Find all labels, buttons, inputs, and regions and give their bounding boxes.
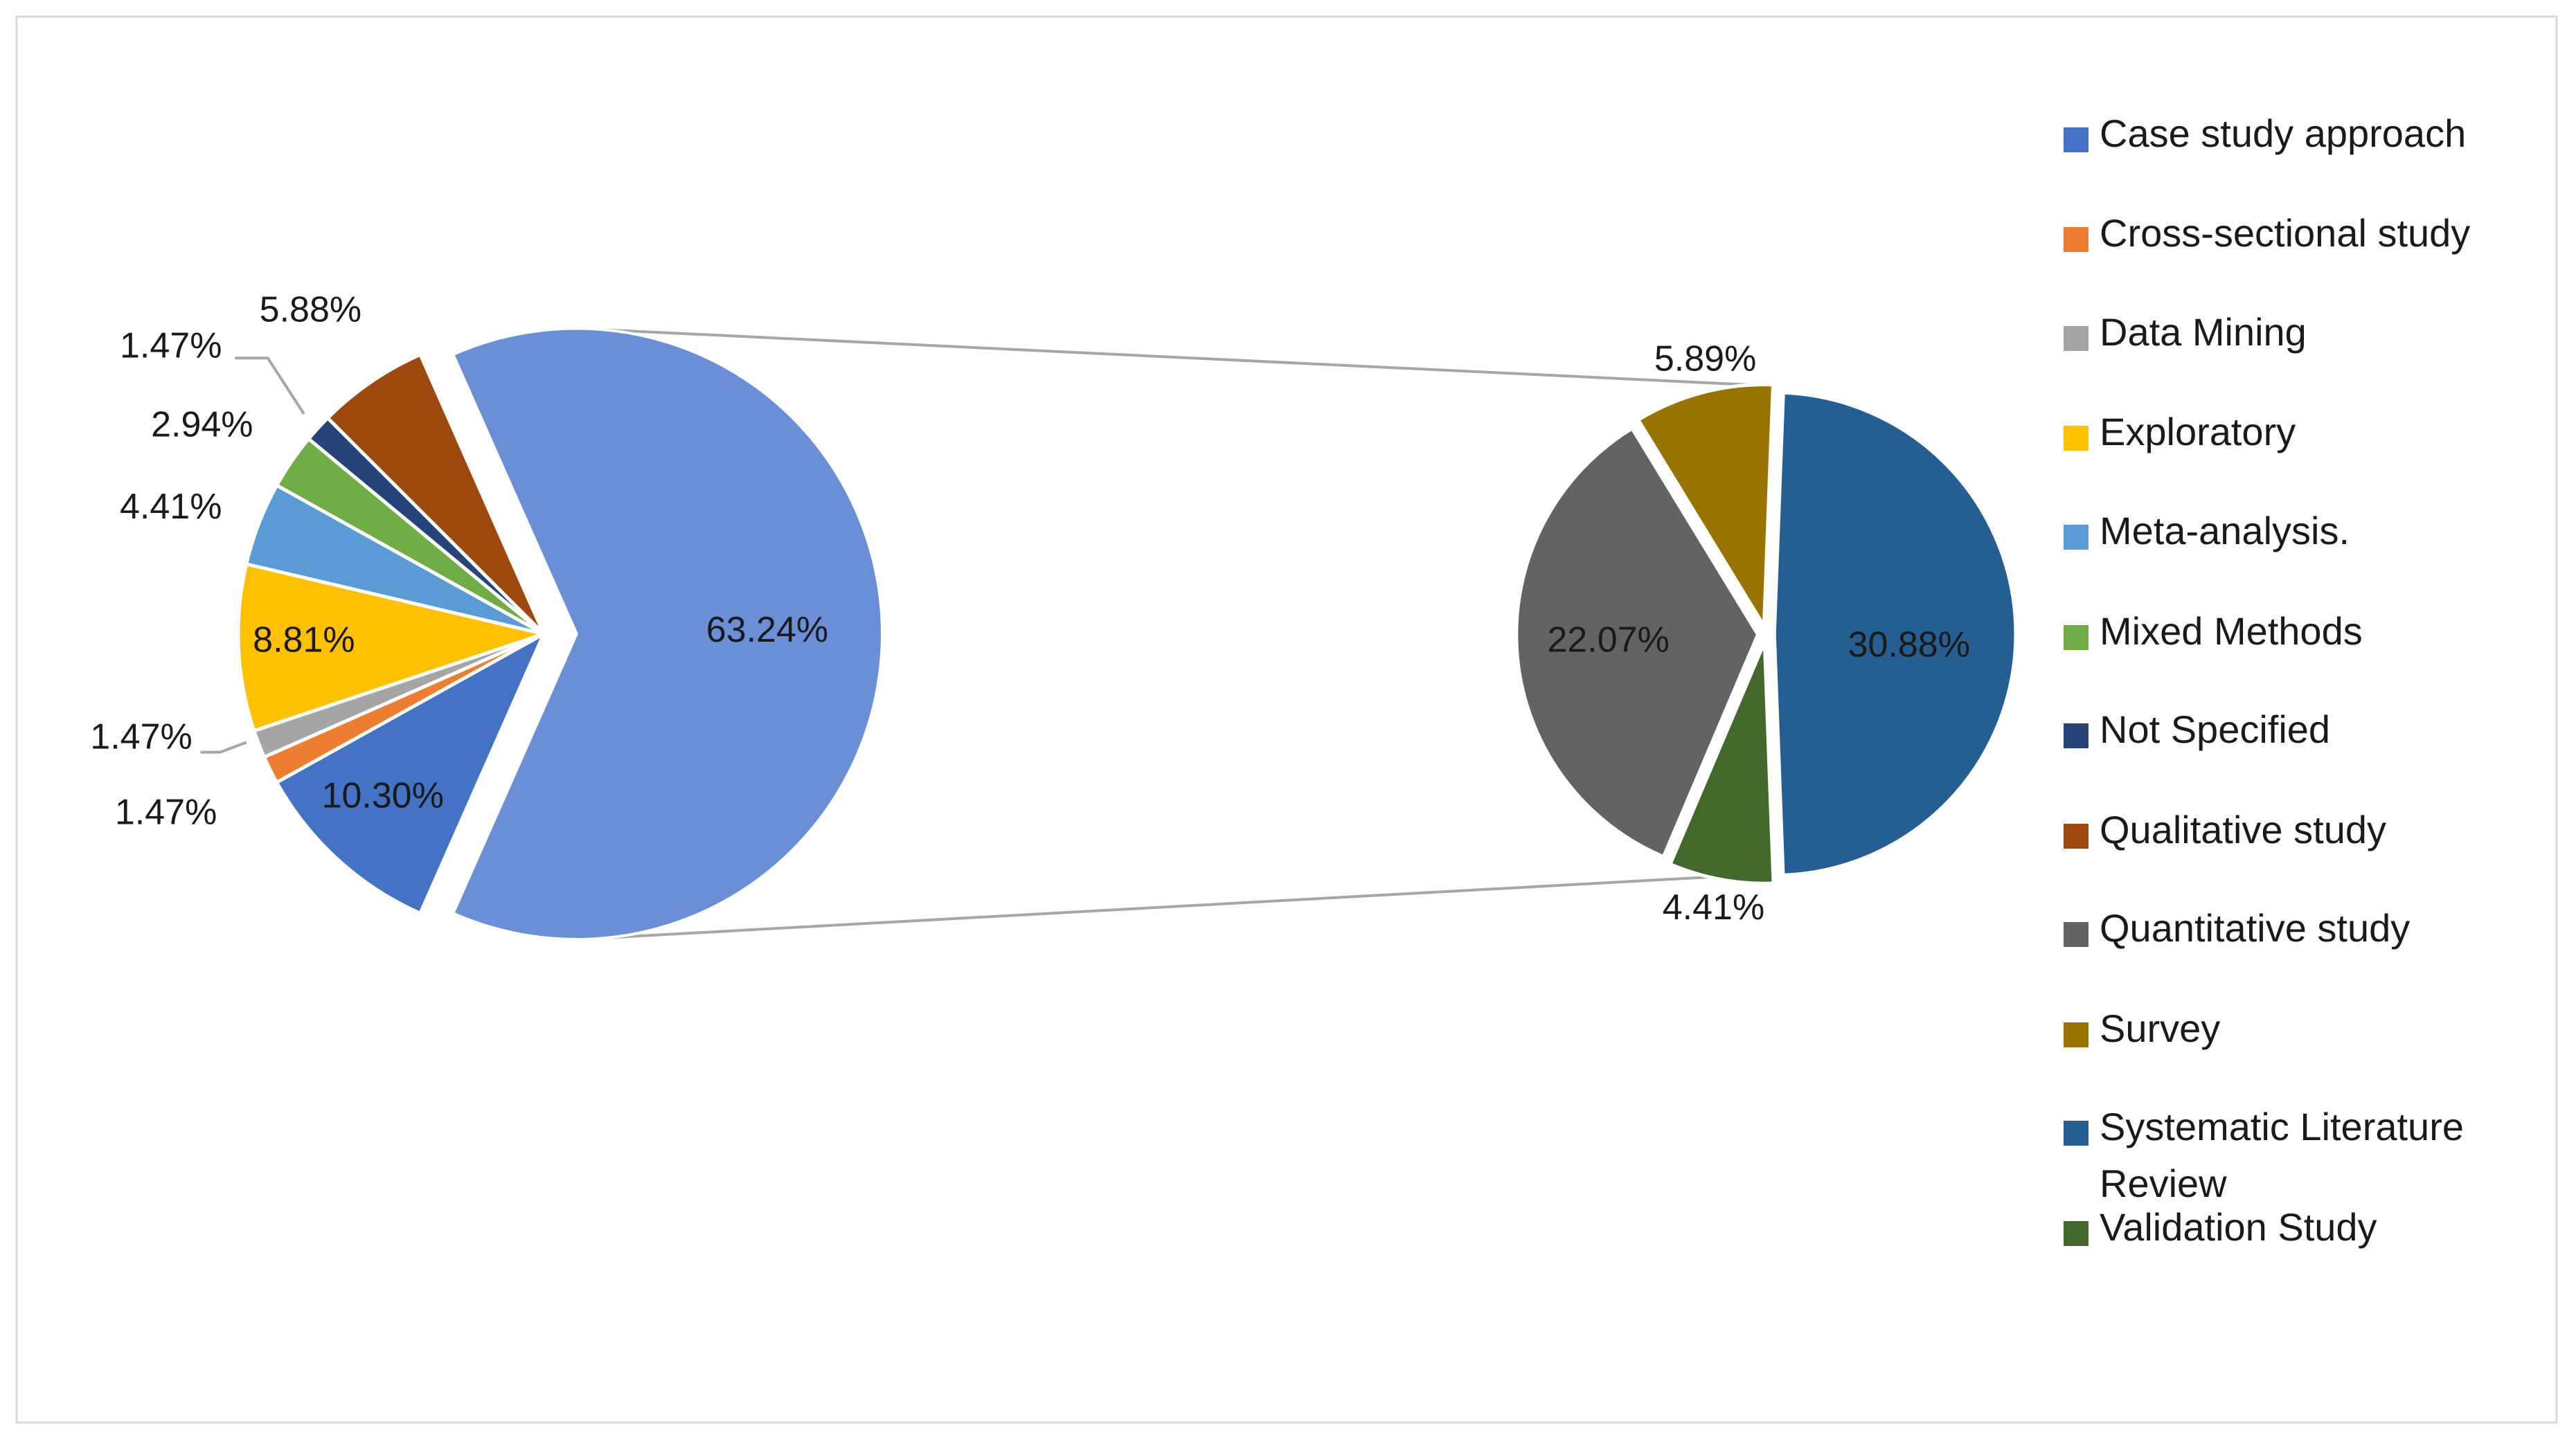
legend-swatch <box>2064 1220 2088 1246</box>
legend-item: Qualitative study <box>2064 808 2548 858</box>
pie-slice <box>274 629 548 916</box>
legend-item: Cross-sectional study <box>2064 211 2548 262</box>
legend-swatch <box>2064 921 2088 947</box>
pie-slice <box>1514 426 1760 859</box>
legend-label: Cross-sectional study <box>2100 211 2471 255</box>
legend-swatch <box>2064 1022 2088 1047</box>
connector-line <box>576 872 1771 941</box>
pie-slice <box>236 561 551 733</box>
legend-item: Data Mining <box>2064 310 2548 361</box>
legend-label: Exploratory <box>2100 410 2296 454</box>
data-label: 8.81% <box>253 620 355 660</box>
data-label: 22.07% <box>1547 620 1669 660</box>
leader-line <box>235 357 305 415</box>
legend-swatch <box>2064 325 2088 351</box>
pie-slice <box>1772 390 2018 877</box>
legend-label: Not Specified <box>2100 707 2331 751</box>
legend-label: Data Mining <box>2100 309 2307 354</box>
legend-swatch <box>2064 227 2088 253</box>
legend-swatch <box>2064 426 2088 451</box>
data-label: 2.94% <box>151 405 253 445</box>
legend-swatch <box>2064 624 2088 650</box>
legend-item: Systematic Literature Review <box>2064 1105 2548 1212</box>
data-label: 10.30% <box>322 776 444 816</box>
legend-item: Meta-analysis. <box>2064 509 2548 559</box>
legend-label: Qualitative study <box>2100 807 2386 851</box>
legend-label: Survey <box>2100 1006 2221 1050</box>
legend-swatch <box>2064 127 2088 152</box>
legend-label: Case study approach <box>2100 111 2467 155</box>
data-label: 1.47% <box>90 716 192 757</box>
data-label: 63.24% <box>706 610 828 650</box>
legend-swatch <box>2064 823 2088 849</box>
data-label: 4.41% <box>120 487 222 527</box>
legend-label: Quantitative study <box>2100 905 2410 950</box>
legend-swatch <box>2064 723 2088 748</box>
data-label: 4.41% <box>1663 887 1764 928</box>
legend-item: Case study approach <box>2064 111 2548 162</box>
legend-item: Mixed Methods <box>2064 609 2548 660</box>
legend-item: Not Specified <box>2064 707 2548 758</box>
data-label: 5.89% <box>1654 339 1756 379</box>
legend-swatch <box>2064 524 2088 550</box>
legend-item: Survey <box>2064 1007 2548 1057</box>
pie-slice <box>1667 641 1776 885</box>
legend-label: Meta-analysis. <box>2100 508 2350 552</box>
legend-label: Systematic Literature Review <box>2100 1104 2464 1205</box>
data-label: 1.47% <box>115 792 217 832</box>
pie-slice <box>325 352 546 635</box>
legend-item: Quantitative study <box>2064 906 2548 957</box>
legend-label: Validation Study <box>2100 1204 2377 1249</box>
pie-slice <box>451 327 884 941</box>
connector-line <box>576 327 1773 388</box>
legend-swatch <box>2064 1120 2088 1146</box>
leader-line <box>200 741 247 754</box>
data-label: 1.47% <box>120 326 222 366</box>
data-label: 5.88% <box>260 289 361 330</box>
legend-label: Mixed Methods <box>2100 608 2363 653</box>
legend-item: Exploratory <box>2064 410 2548 460</box>
data-label: 30.88% <box>1848 624 1970 665</box>
pie-slice <box>1636 383 1776 632</box>
legend-item: Validation Study <box>2064 1205 2548 1256</box>
